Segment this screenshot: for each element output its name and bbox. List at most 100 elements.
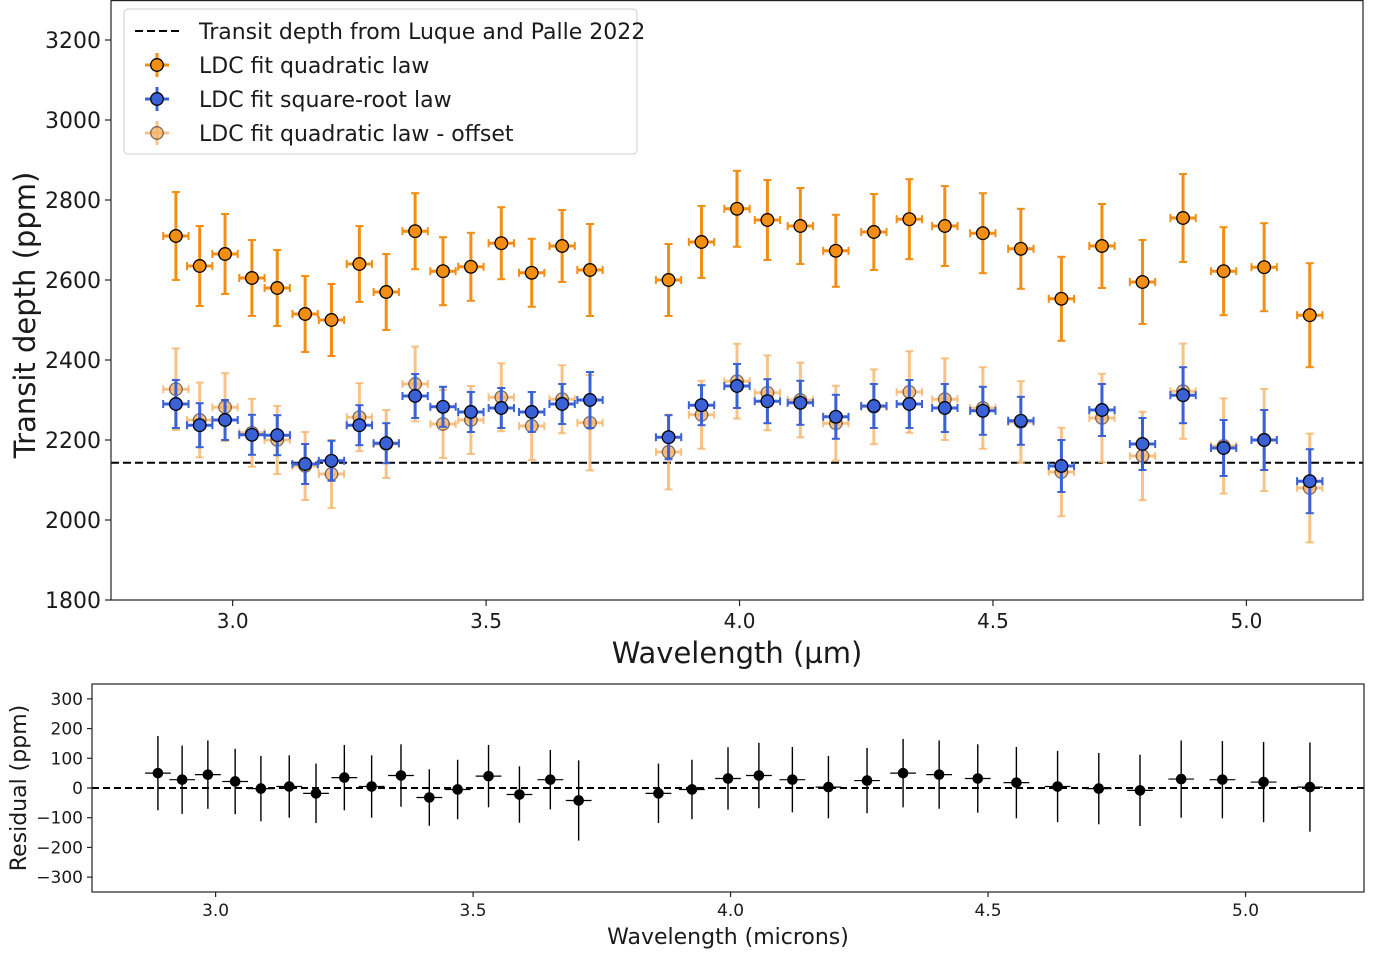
x-tick-label: 4.5 (977, 609, 1009, 633)
legend-box (123, 8, 638, 155)
quadratic-law-point (548, 209, 576, 283)
data-point (1135, 275, 1150, 289)
data-point (583, 393, 597, 407)
data-point (424, 792, 435, 803)
quadratic-law-point (345, 225, 374, 303)
sqrt-law-point (895, 379, 924, 429)
data-point (694, 398, 709, 413)
data-point (1175, 773, 1187, 785)
y-tick-label: 3000 (45, 109, 101, 134)
quadratic-law-point (162, 191, 190, 281)
data-point (661, 430, 676, 445)
data-point (339, 772, 350, 783)
data-point (298, 457, 313, 471)
data-point (408, 224, 423, 239)
residual-point (222, 748, 249, 815)
y-tick-label: 300 (51, 690, 83, 710)
data-point (975, 403, 990, 418)
data-point (1135, 437, 1150, 451)
sqrt-law-point (1007, 395, 1035, 446)
data-point (244, 271, 259, 285)
data-point (686, 784, 698, 795)
legend-entry: LDC fit quadratic law - offset (145, 121, 514, 147)
data-point (1013, 413, 1028, 428)
data-point (298, 307, 313, 321)
data-point (192, 259, 207, 273)
sqrt-law-point (518, 391, 546, 433)
data-point (310, 788, 322, 799)
quadratic-law-point (723, 169, 751, 248)
data-point (937, 219, 952, 233)
data-point (244, 427, 259, 442)
quadratic-law-point (753, 179, 782, 261)
data-point (937, 401, 952, 415)
data-point (524, 265, 539, 280)
data-point (379, 285, 394, 299)
data-point (463, 405, 478, 419)
y-tick-label: 200 (51, 720, 83, 740)
quadratic-law-point (429, 236, 457, 307)
data-point (324, 313, 339, 327)
sqrt-law-point (1128, 417, 1157, 471)
sqrt-law-point (345, 404, 374, 447)
data-point (270, 428, 285, 443)
data-point (1257, 433, 1272, 447)
x-tick-label: 3.0 (202, 901, 229, 921)
residual-point (779, 746, 806, 813)
sqrt-law-point (548, 383, 576, 425)
data-point (1093, 783, 1105, 794)
transit-depth-panel: 3.0 3.5 4.0 4.5 5.0 1800 2000 2200 2400 2600 2800 3… (8, 0, 1364, 670)
data-point (828, 243, 843, 258)
quadratic-law-point (860, 193, 888, 271)
data-point (902, 212, 917, 227)
quadratic-law-point (895, 178, 924, 261)
quadratic-law-point (238, 239, 266, 317)
residual-point (565, 760, 592, 841)
sqrt-law-point (822, 393, 850, 440)
sqrt-law-point (1047, 439, 1076, 493)
sqrt-law-point (1209, 419, 1238, 477)
data-point (753, 770, 765, 781)
data-point (1095, 239, 1109, 253)
y-tick-label: 3200 (45, 29, 101, 54)
data-point (1304, 781, 1316, 793)
data-point (653, 788, 664, 799)
x-tick-label: 4.5 (975, 901, 1002, 921)
data-point (1176, 388, 1191, 403)
residual-point (1085, 752, 1112, 825)
sqrt-law-point (263, 414, 291, 457)
quadratic-law-point (654, 243, 683, 317)
quadratic-law-point (211, 213, 239, 295)
data-point (694, 235, 709, 249)
y-tick-label: −100 (36, 809, 83, 829)
quadratic-law-point (1128, 239, 1157, 325)
data-point (793, 219, 808, 233)
residual-point (303, 763, 329, 824)
data-point (1134, 785, 1146, 796)
data-point (229, 776, 241, 787)
sqrt-law-point (1250, 409, 1278, 471)
quadratic-law-point (1007, 207, 1035, 290)
sqrt-law-point (186, 402, 214, 449)
plot-frame (110, 0, 1364, 601)
data-point (902, 397, 917, 411)
residual-point (248, 755, 274, 822)
legend-label: Transit depth from Luque and Palle 2022 (198, 20, 645, 45)
x-tick-label: 5.0 (1231, 609, 1263, 633)
x-tick-label: 3.5 (470, 609, 502, 633)
data-point (1095, 403, 1109, 417)
sqrt-law-point (1169, 366, 1197, 425)
residual-point (475, 744, 502, 808)
sqrt-law-point (723, 363, 751, 409)
data-point (760, 394, 775, 409)
y-tick-label: 1800 (45, 589, 101, 614)
data-point (828, 409, 843, 424)
data-point (866, 399, 881, 413)
residual-y-axis-label: Residual (ppm) (7, 705, 32, 871)
residual-tick-layer: 3.0 3.5 4.0 4.5 5.0 −300 −200 −100 0 100 200 300 (36, 690, 1259, 921)
quadratic-law-point (1169, 173, 1197, 263)
legend-entry: LDC fit square-root law (145, 87, 452, 113)
residual-point (444, 759, 471, 820)
data-point (1052, 781, 1063, 792)
data-point (823, 781, 834, 793)
